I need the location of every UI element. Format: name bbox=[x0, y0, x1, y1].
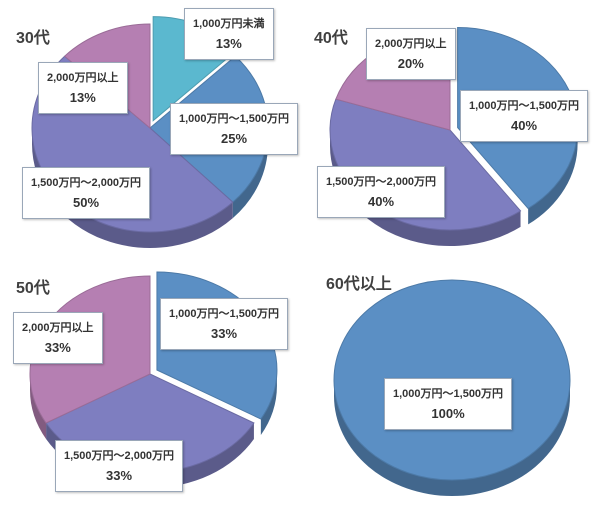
slice-label: 2,000万円以上 33% bbox=[13, 312, 103, 364]
pie-slice-side bbox=[232, 128, 268, 219]
slice-label-percent: 33% bbox=[211, 326, 238, 341]
slice-label: 1,000万円～1,500万円 25% bbox=[170, 103, 299, 155]
pie-slice-side bbox=[30, 374, 47, 439]
chart-panel-40s: 40代 1,000万円～1,500万円 40% 1,500万円～2,000万円 … bbox=[300, 0, 600, 260]
slice-label-name: 2,000万円以上 bbox=[22, 322, 94, 334]
slice-label-name: 1,000万円～1,500万円 bbox=[169, 308, 280, 320]
slice-label-percent: 13% bbox=[69, 90, 96, 105]
slice-label: 2,000万円以上 13% bbox=[38, 62, 128, 114]
chart-title: 60代以上 bbox=[326, 276, 392, 293]
slice-label-percent: 40% bbox=[368, 194, 395, 209]
chart-title: 40代 bbox=[314, 30, 348, 47]
slice-label: 1,000万円～1,500万円 40% bbox=[460, 90, 589, 142]
slice-label-name: 2,000万円以上 bbox=[375, 38, 447, 50]
slice-label-percent: 20% bbox=[397, 56, 424, 71]
pie-slice-side bbox=[260, 370, 277, 435]
slice-label-percent: 50% bbox=[73, 195, 100, 210]
slice-label: 1,000万円～1,500万円 100% bbox=[384, 378, 513, 430]
slice-label-percent: 100% bbox=[431, 406, 465, 421]
slice-label-percent: 33% bbox=[106, 468, 133, 483]
slice-label: 1,500万円～2,000万円 50% bbox=[22, 167, 151, 219]
slice-label-name: 1,500万円～2,000万円 bbox=[64, 450, 175, 462]
slice-label-percent: 25% bbox=[221, 131, 248, 146]
slice-label-name: 2,000万円以上 bbox=[47, 72, 119, 84]
slice-label-percent: 13% bbox=[215, 36, 242, 51]
chart-panel-60s: 60代以上 1,000万円～1,500万円 100% bbox=[300, 260, 600, 518]
slice-label-name: 1,500万円～2,000万円 bbox=[31, 177, 142, 189]
slice-label: 2,000万円以上 20% bbox=[366, 28, 456, 80]
slice-label: 1,000万円未満 13% bbox=[184, 8, 274, 60]
slice-label: 1,500万円～2,000万円 40% bbox=[317, 166, 446, 218]
slice-label-name: 1,500万円～2,000万円 bbox=[326, 176, 437, 188]
slice-label: 1,000万円～1,500万円 33% bbox=[160, 298, 289, 350]
slice-label-name: 1,000万円未満 bbox=[193, 18, 265, 30]
slice-label-name: 1,000万円～1,500万円 bbox=[179, 113, 290, 125]
chart-title: 50代 bbox=[16, 280, 50, 297]
slice-label-percent: 33% bbox=[44, 340, 71, 355]
slice-label-name: 1,000万円～1,500万円 bbox=[393, 388, 504, 400]
slice-label: 1,500万円～2,000万円 33% bbox=[55, 440, 184, 492]
chart-panel-30s: 30代 1,000万円未満 13% 1,000万円～1,500万円 25% 1,… bbox=[0, 0, 300, 260]
slice-label-percent: 40% bbox=[511, 118, 538, 133]
slice-label-name: 1,000万円～1,500万円 bbox=[469, 100, 580, 112]
chart-panel-50s: 50代 1,000万円～1,500万円 33% 1,500万円～2,000万円 … bbox=[0, 260, 300, 518]
chart-title: 30代 bbox=[16, 30, 50, 47]
